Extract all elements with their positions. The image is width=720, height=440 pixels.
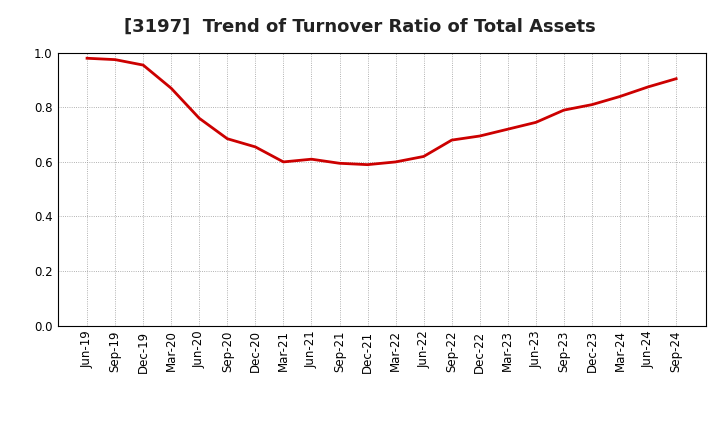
Text: [3197]  Trend of Turnover Ratio of Total Assets: [3197] Trend of Turnover Ratio of Total …: [124, 18, 596, 36]
